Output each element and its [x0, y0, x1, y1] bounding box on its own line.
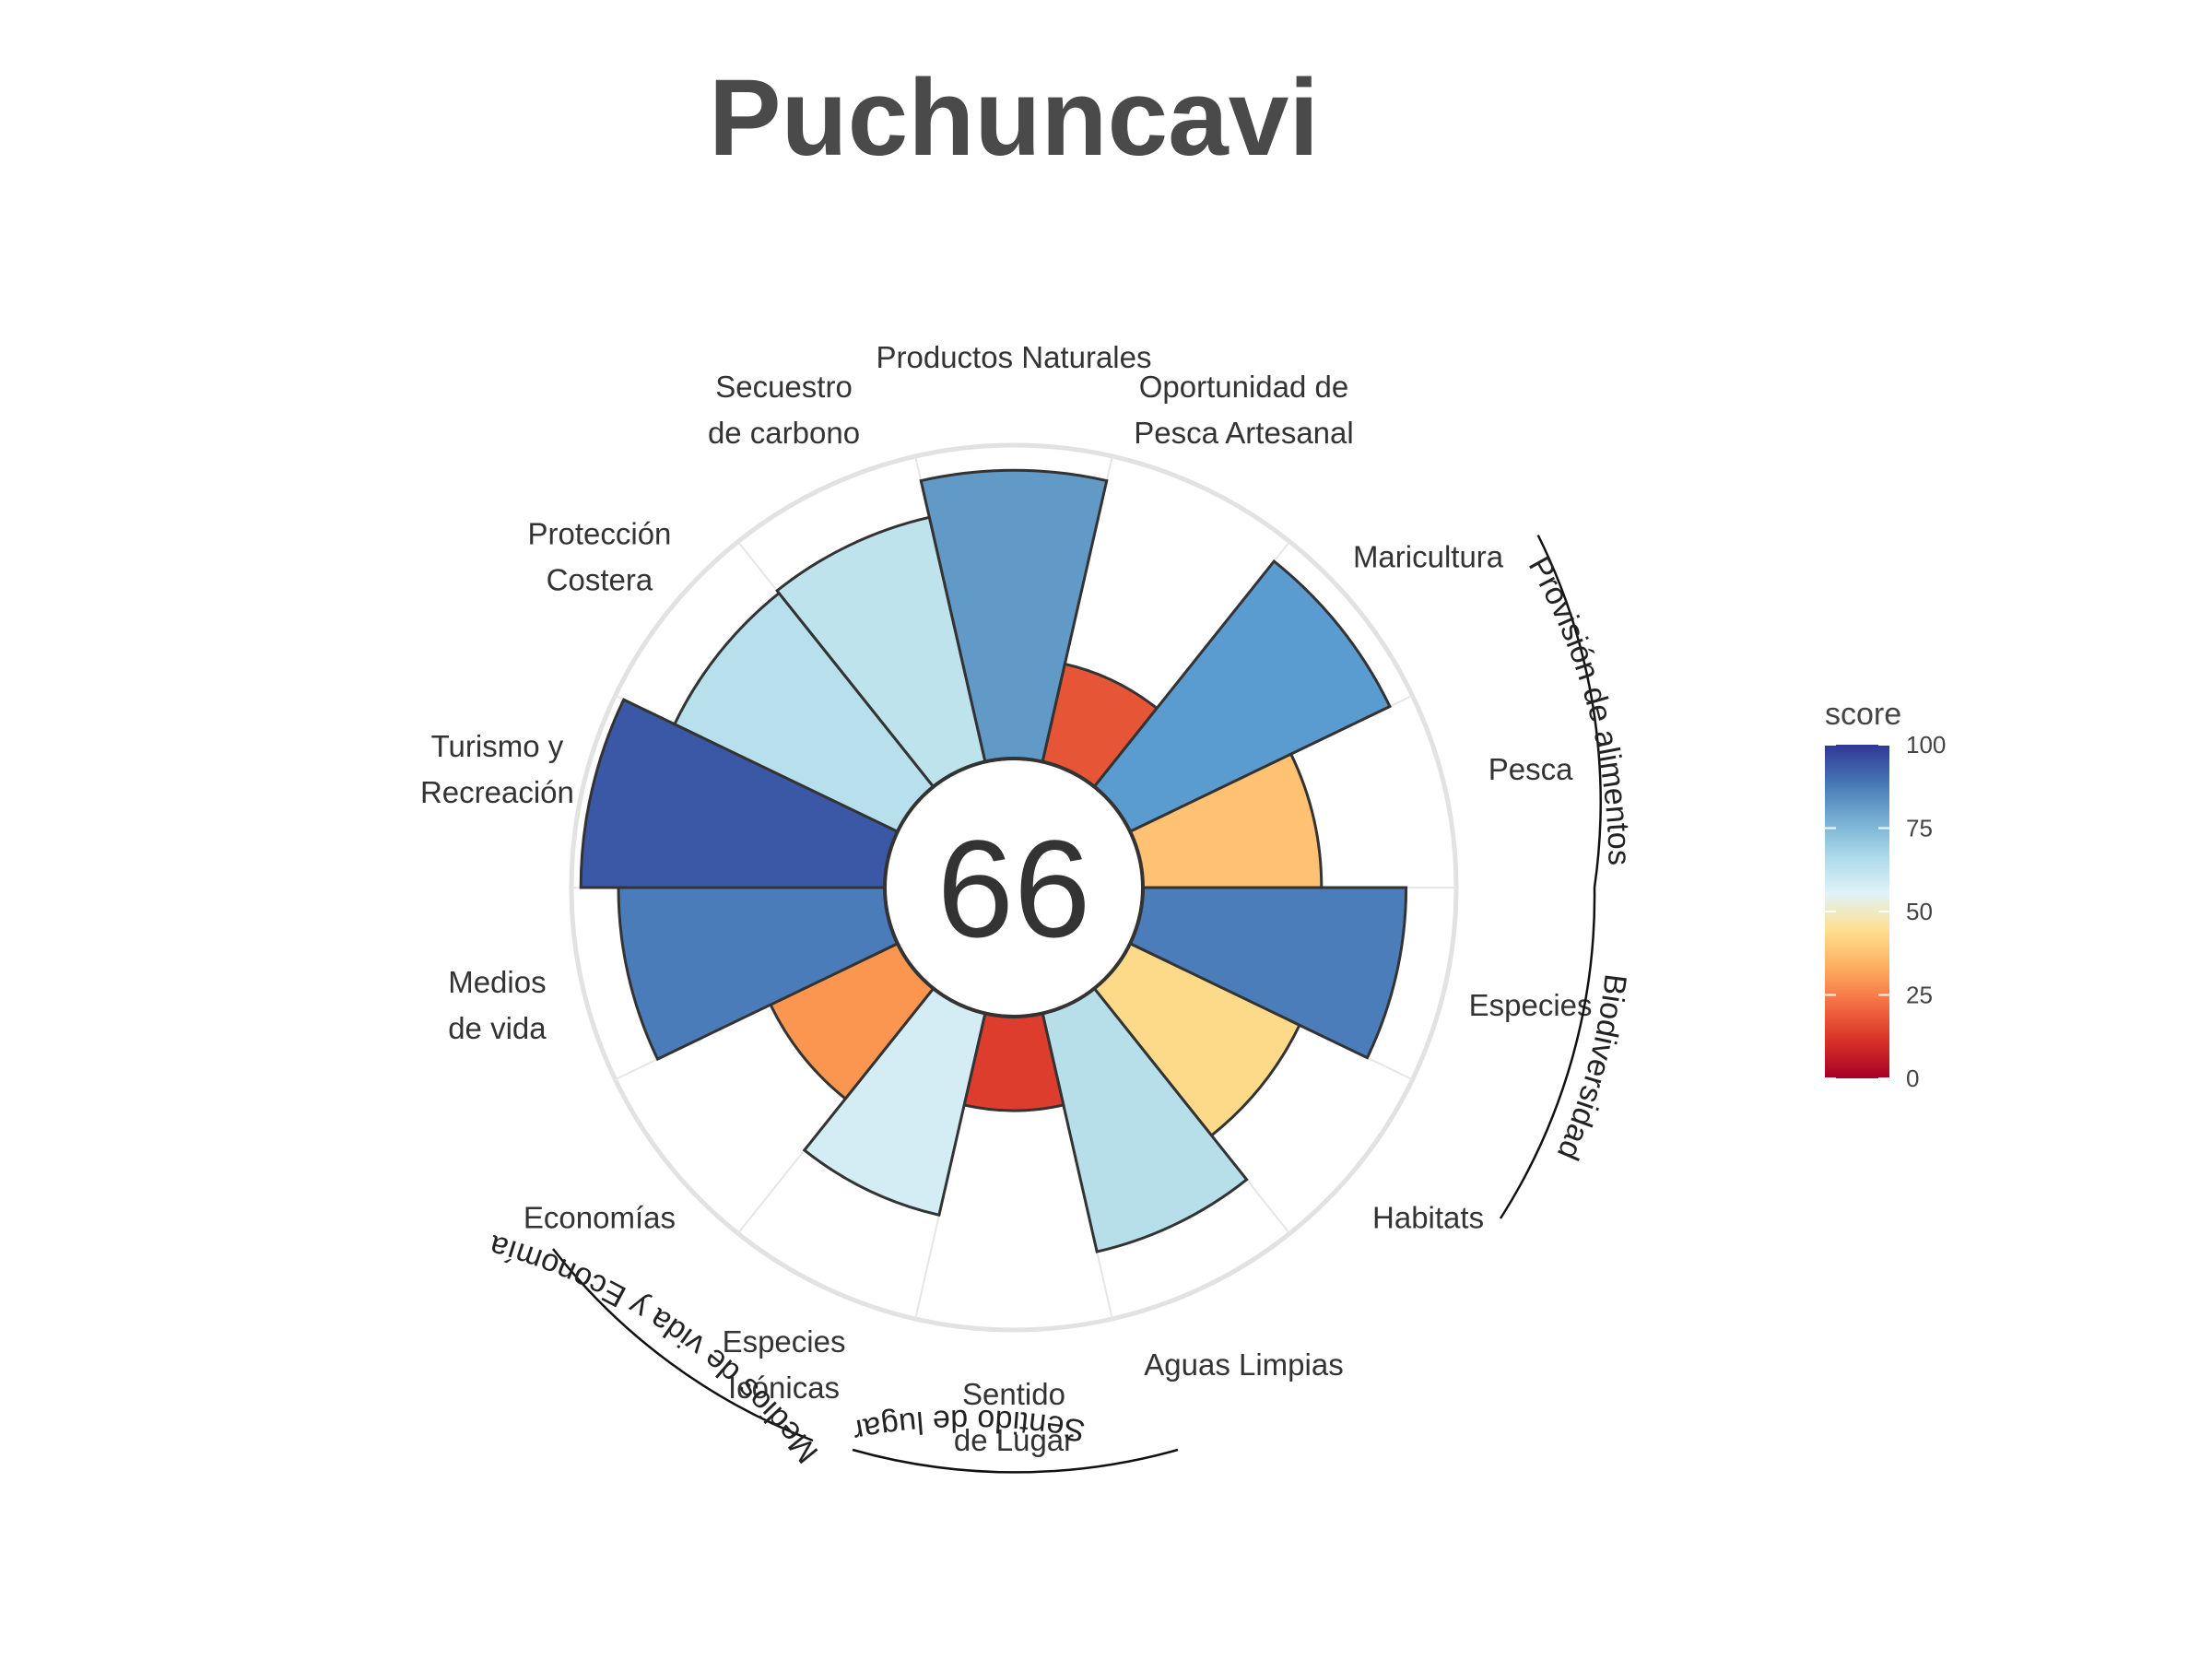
goal-label-13: Secuestro de carbono: [708, 370, 860, 450]
goal-label-line: Protección: [527, 516, 671, 550]
goal-label-9: Economías: [524, 1201, 676, 1235]
legend-tick-label: 50: [1906, 898, 1933, 925]
group-label-provision: Provisión de alimentos: [1522, 551, 1637, 866]
goal-label-12: Protección Costera: [527, 516, 671, 596]
goal-label-line: Especies: [723, 1324, 846, 1359]
goal-label-line: Turismo y: [431, 729, 564, 763]
goal-label-line: Costera: [547, 562, 653, 596]
goal-label-line: Medios: [448, 965, 546, 999]
legend-tick-label: 0: [1906, 1065, 1919, 1092]
goal-label-11: Turismo y Recreación: [420, 729, 574, 809]
goal-label-line: Recreación: [420, 775, 574, 809]
legend-title: score: [1825, 697, 1901, 732]
goal-label-line: Pesca Artesanal: [1134, 416, 1353, 450]
goal-label-5: Habitats: [1372, 1201, 1484, 1235]
group-arc-medios: [552, 1248, 814, 1442]
goal-label-8: Especies Icónicas: [723, 1324, 846, 1405]
petals: [579, 468, 1408, 1253]
goal-label-line: Oportunidad de: [1139, 370, 1349, 404]
goal-label-line: Economías: [524, 1201, 676, 1235]
group-arc-provision: [1536, 535, 1602, 888]
legend-tick-label: 25: [1906, 982, 1933, 1009]
center-score: 66: [937, 811, 1091, 966]
goal-label-line: Aguas Limpias: [1144, 1347, 1343, 1382]
group-arc-biodiversidad: [1499, 887, 1596, 1219]
goal-label-line: Secuestro: [715, 370, 853, 404]
goal-label-3: Pesca: [1488, 752, 1573, 786]
goal-label-line: Pesca: [1488, 752, 1573, 786]
center: 66: [883, 757, 1145, 1018]
group-arc-sentido: [852, 1448, 1179, 1474]
goal-label-6: Aguas Limpias: [1144, 1347, 1343, 1382]
goal-label-line: de Lugar: [954, 1423, 1074, 1457]
goal-label-7: Sentido de Lugar: [954, 1377, 1074, 1457]
legend-tick-label: 100: [1906, 731, 1946, 759]
legend: score 100 75 50 25 0: [1825, 697, 1946, 1092]
legend-tick-label: 75: [1906, 815, 1933, 842]
goal-label-0: Productos Naturales: [877, 340, 1152, 374]
goal-label-line: Icónicas: [728, 1371, 840, 1405]
goal-label-2: Maricultura: [1353, 539, 1504, 573]
goal-label-line: de carbono: [708, 416, 860, 450]
goal-label-line: Sentido: [962, 1377, 1065, 1411]
goal-label-line: Productos Naturales: [877, 340, 1152, 374]
page-title: Puchuncavi: [708, 57, 1320, 179]
goal-label-line: Habitats: [1372, 1201, 1484, 1235]
center-disc: [883, 757, 1145, 1018]
goal-label-line: de vida: [448, 1011, 547, 1045]
goal-label-line: Especies: [1469, 988, 1593, 1022]
goal-label-4: Especies: [1469, 988, 1593, 1022]
goal-label-10: Medios de vida: [448, 965, 547, 1045]
goal-label-1: Oportunidad de Pesca Artesanal: [1134, 370, 1353, 450]
goal-label-line: Maricultura: [1353, 539, 1504, 573]
